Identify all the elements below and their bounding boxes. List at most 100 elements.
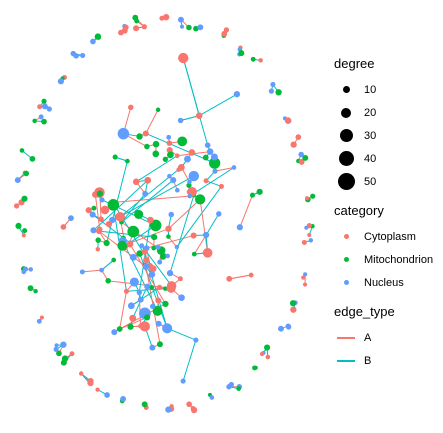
network-node [21,269,27,275]
network-node [308,238,314,243]
network-edge [182,339,197,382]
network-node [54,343,59,348]
network-canvas [13,13,316,414]
legend-category-label: Cytoplasm [364,230,416,243]
network-node [152,150,160,158]
network-edge [94,194,101,230]
network-node [111,329,118,336]
network-node [218,183,224,189]
network-node [95,247,100,252]
network-node [212,168,218,174]
network-node [270,81,276,87]
network-node [41,103,48,110]
network-node [19,148,25,153]
network-node [39,315,45,320]
network-node [165,406,172,413]
network-node [157,259,163,265]
legend-degree-item: 30 [334,124,443,147]
network-node [90,38,96,45]
legend-degree-label: 40 [364,152,377,165]
network-node [23,170,30,177]
network-node [190,232,197,239]
network-node [29,155,36,162]
network-node [155,320,162,327]
network-node [307,232,312,238]
legend-degree-item: 40 [334,147,443,170]
network-node [179,24,185,29]
network-node [236,224,243,231]
network-node [163,286,168,291]
network-node [95,237,101,243]
network-node [125,158,130,164]
network-node [107,199,120,211]
legend-degree-title: degree [334,56,375,71]
network-node [117,240,128,251]
network-edge [131,287,160,307]
network-edge [167,327,197,341]
network-node [80,52,86,59]
network-node [137,296,144,303]
network-node [187,179,192,185]
network-node [144,283,151,290]
network-node [184,155,191,163]
network-node [141,24,147,30]
network-node [259,351,265,357]
network-edge [119,291,127,330]
network-edge [119,316,148,330]
network-node [178,294,185,301]
network-node [193,25,199,32]
network-edge [229,274,252,280]
network-node [61,355,69,362]
network-node [159,15,165,21]
network-node [129,277,139,287]
network-node [304,225,309,230]
network-node [304,196,310,201]
network-node [290,141,297,148]
network-node [120,396,127,402]
legend-category-item: Cytoplasm [334,225,443,248]
network-node [128,104,134,111]
network-node [117,127,130,140]
network-node [298,151,304,158]
network-edge [176,186,222,248]
network-node [177,136,188,147]
network-node [149,285,155,290]
network-node [144,143,150,150]
degree-size-marker [339,129,353,142]
network-node [168,211,175,218]
network-node [303,272,308,277]
network-node [155,244,161,250]
network-node [95,387,100,392]
network-edge [239,195,253,228]
network-node [46,106,52,112]
network-node [151,245,157,251]
network-node [103,239,110,247]
legend-degree-item: 20 [334,101,443,124]
network-edge [101,259,115,271]
network-node [178,52,189,64]
network-node [295,134,302,140]
network-node [169,404,174,409]
mitochondrion-marker [343,257,349,262]
network-node [238,50,245,57]
network-node [13,203,20,209]
network-node [203,178,209,184]
network-edge [205,213,220,236]
network-node [143,314,151,321]
network-node [126,240,134,248]
network-node [60,224,67,230]
network-node [132,14,139,21]
legend-category-item: Mitochondrion [334,248,443,271]
network-node [33,288,38,294]
network-node [38,114,44,120]
network-edge [169,195,195,274]
network-node [290,306,297,313]
network-edge [129,243,166,305]
network-node [186,401,192,408]
network-node [136,133,143,140]
network-node [165,253,170,259]
network-node [129,253,137,261]
network-node [136,250,143,257]
network-node [302,154,309,161]
